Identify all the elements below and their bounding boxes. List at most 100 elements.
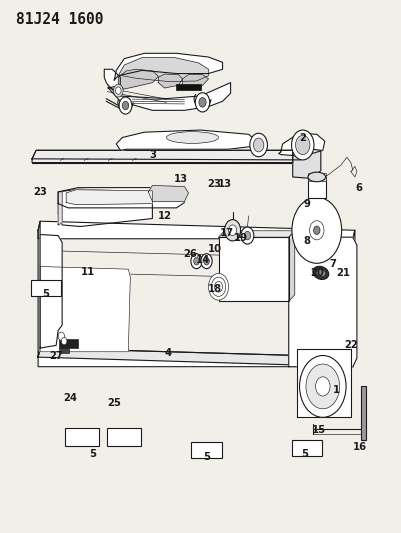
Bar	[65, 429, 99, 446]
Bar	[31, 280, 61, 296]
Circle shape	[314, 226, 320, 235]
Text: 3: 3	[149, 150, 156, 159]
Polygon shape	[32, 150, 301, 160]
Text: 14: 14	[195, 255, 210, 264]
Circle shape	[292, 197, 342, 263]
Polygon shape	[104, 69, 231, 110]
Circle shape	[209, 273, 229, 300]
Polygon shape	[40, 266, 130, 352]
Text: 16: 16	[352, 442, 367, 451]
Polygon shape	[38, 221, 40, 357]
Circle shape	[300, 356, 346, 417]
Text: 22: 22	[344, 340, 358, 350]
Polygon shape	[32, 150, 293, 163]
Circle shape	[191, 254, 202, 269]
Bar	[292, 440, 322, 456]
Text: 10: 10	[208, 244, 221, 254]
Text: 25: 25	[107, 399, 121, 408]
Text: 5: 5	[43, 289, 50, 299]
Bar	[361, 386, 366, 440]
Circle shape	[310, 221, 324, 240]
Text: 23: 23	[208, 179, 221, 189]
Circle shape	[306, 364, 340, 409]
Ellipse shape	[313, 266, 329, 279]
Polygon shape	[58, 188, 184, 208]
Text: 1: 1	[333, 385, 340, 395]
Text: 27: 27	[49, 351, 63, 361]
Bar	[59, 348, 69, 353]
Polygon shape	[118, 58, 209, 82]
Text: 19: 19	[234, 233, 247, 243]
Circle shape	[195, 93, 210, 112]
Text: 2: 2	[299, 133, 306, 142]
Polygon shape	[297, 349, 351, 417]
Text: 17: 17	[220, 228, 233, 238]
Circle shape	[58, 332, 65, 341]
Text: 9: 9	[303, 199, 310, 208]
Text: 20: 20	[310, 269, 324, 278]
Text: 13: 13	[218, 179, 231, 189]
Circle shape	[194, 257, 199, 265]
Circle shape	[225, 220, 241, 241]
Circle shape	[241, 227, 254, 244]
Bar	[176, 84, 200, 90]
Text: 15: 15	[312, 425, 326, 435]
Polygon shape	[38, 348, 355, 367]
Circle shape	[296, 135, 310, 155]
Polygon shape	[293, 149, 321, 179]
Circle shape	[316, 377, 330, 396]
Text: 5: 5	[301, 449, 308, 459]
Polygon shape	[353, 230, 355, 367]
Ellipse shape	[316, 269, 326, 277]
Bar	[308, 173, 326, 181]
Ellipse shape	[308, 172, 326, 182]
Polygon shape	[289, 237, 357, 367]
Text: 21: 21	[336, 269, 350, 278]
Circle shape	[122, 101, 129, 110]
Polygon shape	[114, 53, 223, 80]
Text: 7: 7	[329, 259, 336, 269]
Ellipse shape	[166, 132, 219, 143]
Bar	[192, 442, 221, 458]
Polygon shape	[158, 74, 182, 88]
Circle shape	[201, 254, 212, 269]
Text: 4: 4	[165, 348, 172, 358]
Text: 81J24 1600: 81J24 1600	[16, 12, 103, 27]
Bar	[59, 339, 78, 348]
Circle shape	[229, 225, 237, 236]
Polygon shape	[219, 231, 295, 237]
Circle shape	[204, 257, 209, 265]
Polygon shape	[66, 190, 152, 205]
Polygon shape	[40, 235, 62, 348]
Text: 11: 11	[81, 267, 95, 277]
Circle shape	[199, 98, 206, 107]
Text: 24: 24	[63, 393, 77, 403]
Polygon shape	[38, 348, 355, 367]
Polygon shape	[148, 185, 188, 201]
Text: 12: 12	[158, 211, 171, 221]
Circle shape	[61, 337, 67, 345]
Bar	[308, 178, 326, 198]
Polygon shape	[118, 69, 158, 89]
Text: 5: 5	[89, 449, 96, 459]
Polygon shape	[116, 130, 255, 150]
Polygon shape	[58, 189, 152, 227]
Text: 18: 18	[207, 284, 222, 294]
Text: 23: 23	[33, 187, 47, 197]
Circle shape	[119, 97, 132, 114]
Text: 6: 6	[355, 183, 363, 192]
Bar	[107, 429, 142, 446]
Text: 13: 13	[174, 174, 187, 183]
Circle shape	[115, 87, 121, 94]
Circle shape	[292, 130, 314, 160]
Polygon shape	[58, 192, 62, 225]
Circle shape	[253, 138, 264, 152]
Polygon shape	[182, 75, 209, 88]
Polygon shape	[38, 221, 355, 239]
Polygon shape	[289, 231, 295, 301]
Text: 26: 26	[184, 249, 197, 259]
Text: 5: 5	[203, 452, 210, 462]
Bar	[219, 237, 289, 301]
Text: 8: 8	[303, 236, 310, 246]
Polygon shape	[279, 133, 325, 156]
